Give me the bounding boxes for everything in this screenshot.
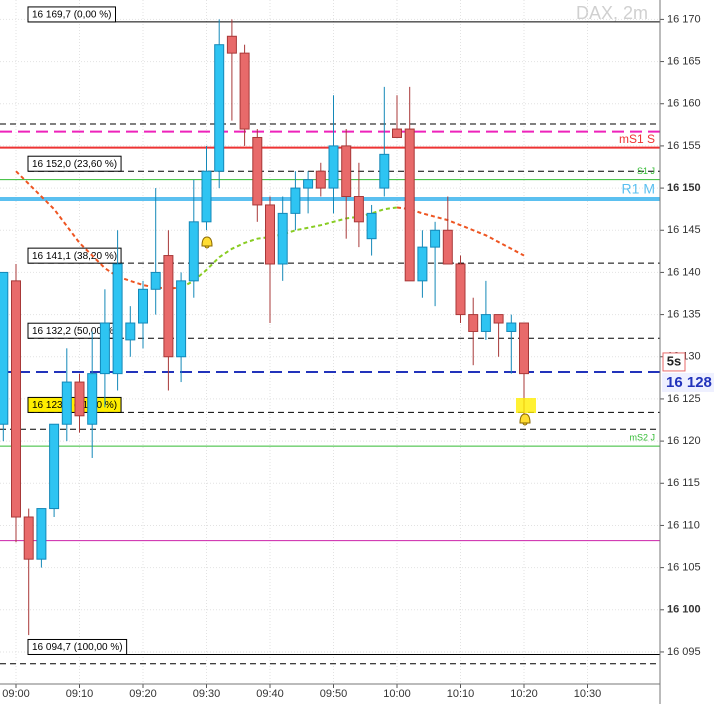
candle-body	[61, 381, 72, 425]
candle-body	[468, 314, 479, 332]
candle-body	[277, 212, 288, 265]
candle-body	[341, 145, 352, 198]
candle-body	[11, 280, 21, 518]
x-tick-label: 09:40	[256, 688, 284, 700]
level-label: S1 J	[637, 166, 655, 176]
x-tick-label: 09:10	[66, 688, 94, 700]
candle-body	[163, 255, 174, 358]
x-tick-label: 09:00	[2, 688, 30, 700]
candle-body	[99, 322, 110, 375]
candle-body	[404, 128, 415, 282]
candle-body	[36, 508, 47, 560]
candle-body	[315, 170, 326, 189]
level-label: 16 132,2 (50,00 %)	[32, 326, 117, 337]
candle-body	[74, 381, 85, 417]
level-label: mS1 S	[619, 132, 655, 146]
level-box	[27, 6, 116, 23]
y-tick-label: 16 165	[667, 55, 701, 67]
candle-body	[480, 314, 491, 332]
candle-body	[265, 204, 275, 265]
y-tick-label: 16 105	[667, 562, 701, 574]
y-tick-label: 16 135	[667, 308, 701, 320]
timer-box	[662, 352, 686, 372]
y-tick-label: 16 095	[667, 646, 701, 658]
candle-body	[201, 170, 212, 223]
level-label: 16 152,0 (23,60 %)	[32, 159, 117, 170]
candle-body	[519, 322, 529, 375]
candle-body	[328, 145, 339, 189]
y-tick-label: 16 155	[667, 140, 701, 152]
last-price: 16 128	[666, 374, 712, 391]
candle-body	[188, 221, 199, 282]
candle-body	[125, 322, 136, 341]
level-label: 16 169,7 (0,00 %)	[32, 10, 112, 21]
candle-body	[138, 288, 148, 324]
x-tick-label: 09:50	[320, 688, 348, 700]
level-label: R1 M	[622, 181, 655, 197]
candle-body	[112, 263, 123, 375]
x-tick-label: 09:20	[129, 688, 157, 700]
candle-body	[506, 322, 517, 332]
x-tick-label: 09:30	[193, 688, 221, 700]
candle-body	[23, 516, 34, 560]
level-label: 16 141,1 (38,20 %)	[32, 251, 117, 262]
candle-body	[176, 280, 187, 358]
candle-body	[392, 128, 402, 138]
candle-body	[366, 212, 377, 240]
candle-body	[442, 229, 453, 265]
candle-body	[87, 373, 98, 425]
alert-bell	[519, 413, 531, 426]
candle-body	[214, 44, 225, 172]
timer: 5s	[667, 353, 681, 368]
candle-body	[150, 271, 161, 290]
y-tick-label: 16 100	[667, 604, 701, 616]
x-tick-label: 10:00	[383, 688, 411, 700]
candle-body	[49, 423, 60, 510]
level-box	[27, 247, 122, 264]
y-tick-label: 16 150	[667, 182, 701, 194]
candle-body	[0, 271, 9, 425]
y-tick-label: 16 115	[667, 477, 700, 489]
candle-body	[303, 179, 314, 189]
y-tick-label: 16 160	[667, 98, 701, 110]
y-tick-label: 16 110	[667, 519, 700, 531]
level-label: 16 094,7 (100,00 %)	[32, 642, 123, 653]
y-tick-label: 16 170	[667, 13, 701, 25]
watermark: DAX, 2m	[576, 3, 648, 23]
level-box	[27, 638, 128, 655]
level-label: mS2 J	[629, 433, 655, 443]
level-box	[27, 155, 122, 172]
candle-body	[493, 314, 504, 324]
y-tick-label: 16 125	[667, 393, 701, 405]
candle-body	[252, 136, 263, 206]
candle-body	[226, 35, 237, 54]
y-tick-label: 16 140	[667, 266, 701, 278]
alert-bell	[201, 236, 213, 249]
x-tick-label: 10:10	[447, 688, 475, 700]
y-tick-label: 16 145	[667, 224, 701, 236]
x-tick-label: 10:30	[574, 688, 602, 700]
candle-body	[353, 196, 364, 223]
price-box	[662, 372, 714, 392]
x-tick-label: 10:20	[510, 688, 538, 700]
y-tick-label: 16 120	[667, 435, 701, 447]
candle-body	[290, 187, 301, 214]
candle-body	[430, 229, 441, 248]
candle-body	[455, 263, 466, 316]
candle-body	[379, 153, 390, 189]
highlight	[516, 398, 536, 413]
candle-body	[417, 246, 428, 282]
candle-body	[239, 52, 250, 130]
